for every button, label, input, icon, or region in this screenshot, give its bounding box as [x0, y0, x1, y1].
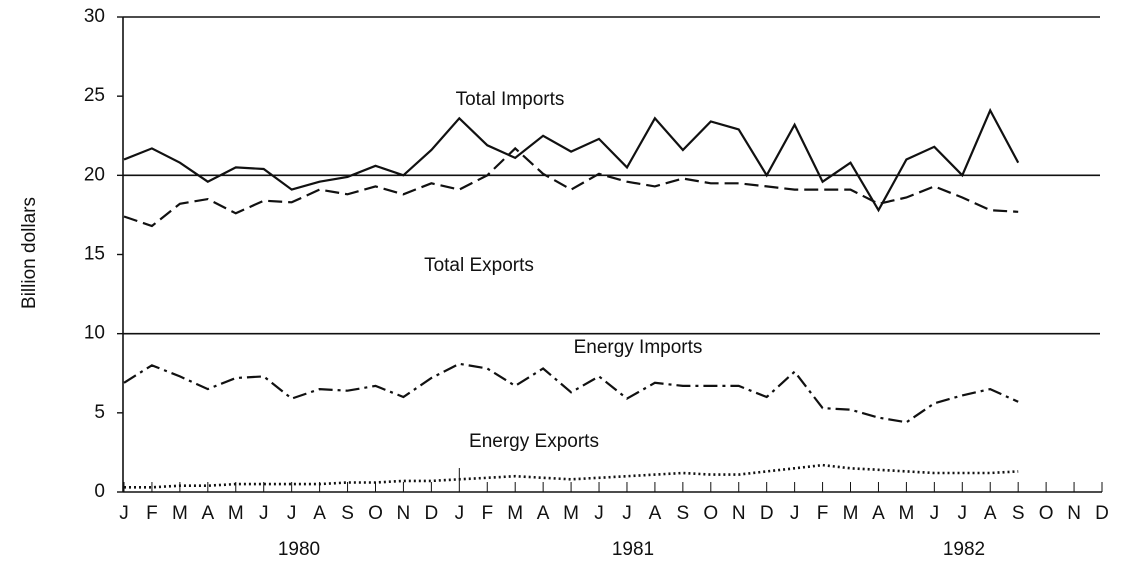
x-tick-label: J: [259, 503, 269, 524]
y-axis-label: Billion dollars: [19, 197, 40, 309]
x-tick-label: J: [594, 503, 604, 524]
y-tick-label: 20: [84, 164, 105, 185]
x-tick-label: N: [1067, 503, 1081, 524]
series-label: Energy Exports: [469, 431, 599, 452]
x-tick-label: F: [146, 503, 158, 524]
x-tick-label: M: [507, 503, 523, 524]
series-label: Total Imports: [456, 89, 565, 110]
y-tick-label: 15: [84, 244, 105, 265]
x-tick-label: J: [958, 503, 968, 524]
x-tick-label: A: [313, 503, 326, 524]
y-tick-label: 5: [94, 402, 105, 423]
x-tick-label: M: [898, 503, 914, 524]
x-tick-label: A: [649, 503, 662, 524]
x-tick-label: M: [843, 503, 859, 524]
x-tick-label: J: [930, 503, 940, 524]
series-line: [124, 463, 1019, 489]
x-tick-label: J: [790, 503, 800, 524]
x-tick-label: D: [425, 503, 439, 524]
x-tick-label: O: [368, 503, 383, 524]
x-tick-label: O: [703, 503, 718, 524]
y-tick-label: 10: [84, 323, 105, 344]
x-tick-label: O: [1039, 503, 1054, 524]
x-tick-label: A: [537, 503, 550, 524]
x-tick-label: S: [341, 503, 354, 524]
year-label: 1980: [278, 539, 320, 560]
y-tick-label: 30: [84, 6, 105, 27]
y-tick-label: 25: [84, 85, 105, 106]
year-label: 1982: [943, 539, 985, 560]
series-line: [123, 362, 1019, 424]
series-label: Total Exports: [424, 255, 534, 276]
x-tick-label: M: [563, 503, 579, 524]
x-tick-label: M: [228, 503, 244, 524]
series-line: [123, 107, 1020, 213]
x-tick-label: J: [622, 503, 632, 524]
x-tick-label: A: [872, 503, 885, 524]
x-tick-label: S: [677, 503, 690, 524]
x-tick-label: J: [287, 503, 297, 524]
x-tick-label: S: [1012, 503, 1025, 524]
series-label: Energy Imports: [574, 337, 703, 358]
x-tick-label: N: [732, 503, 746, 524]
x-tick-label: D: [760, 503, 774, 524]
x-tick-label: A: [984, 503, 997, 524]
x-tick-label: F: [481, 503, 493, 524]
x-tick-label: D: [1095, 503, 1109, 524]
series-line: [123, 146, 1019, 228]
x-tick-label: F: [817, 503, 829, 524]
x-tick-label: J: [119, 503, 129, 524]
year-label: 1981: [612, 539, 654, 560]
x-tick-label: J: [455, 503, 465, 524]
x-tick-label: M: [172, 503, 188, 524]
x-tick-label: N: [397, 503, 411, 524]
x-tick-label: A: [201, 503, 214, 524]
y-tick-label: 0: [94, 481, 105, 502]
